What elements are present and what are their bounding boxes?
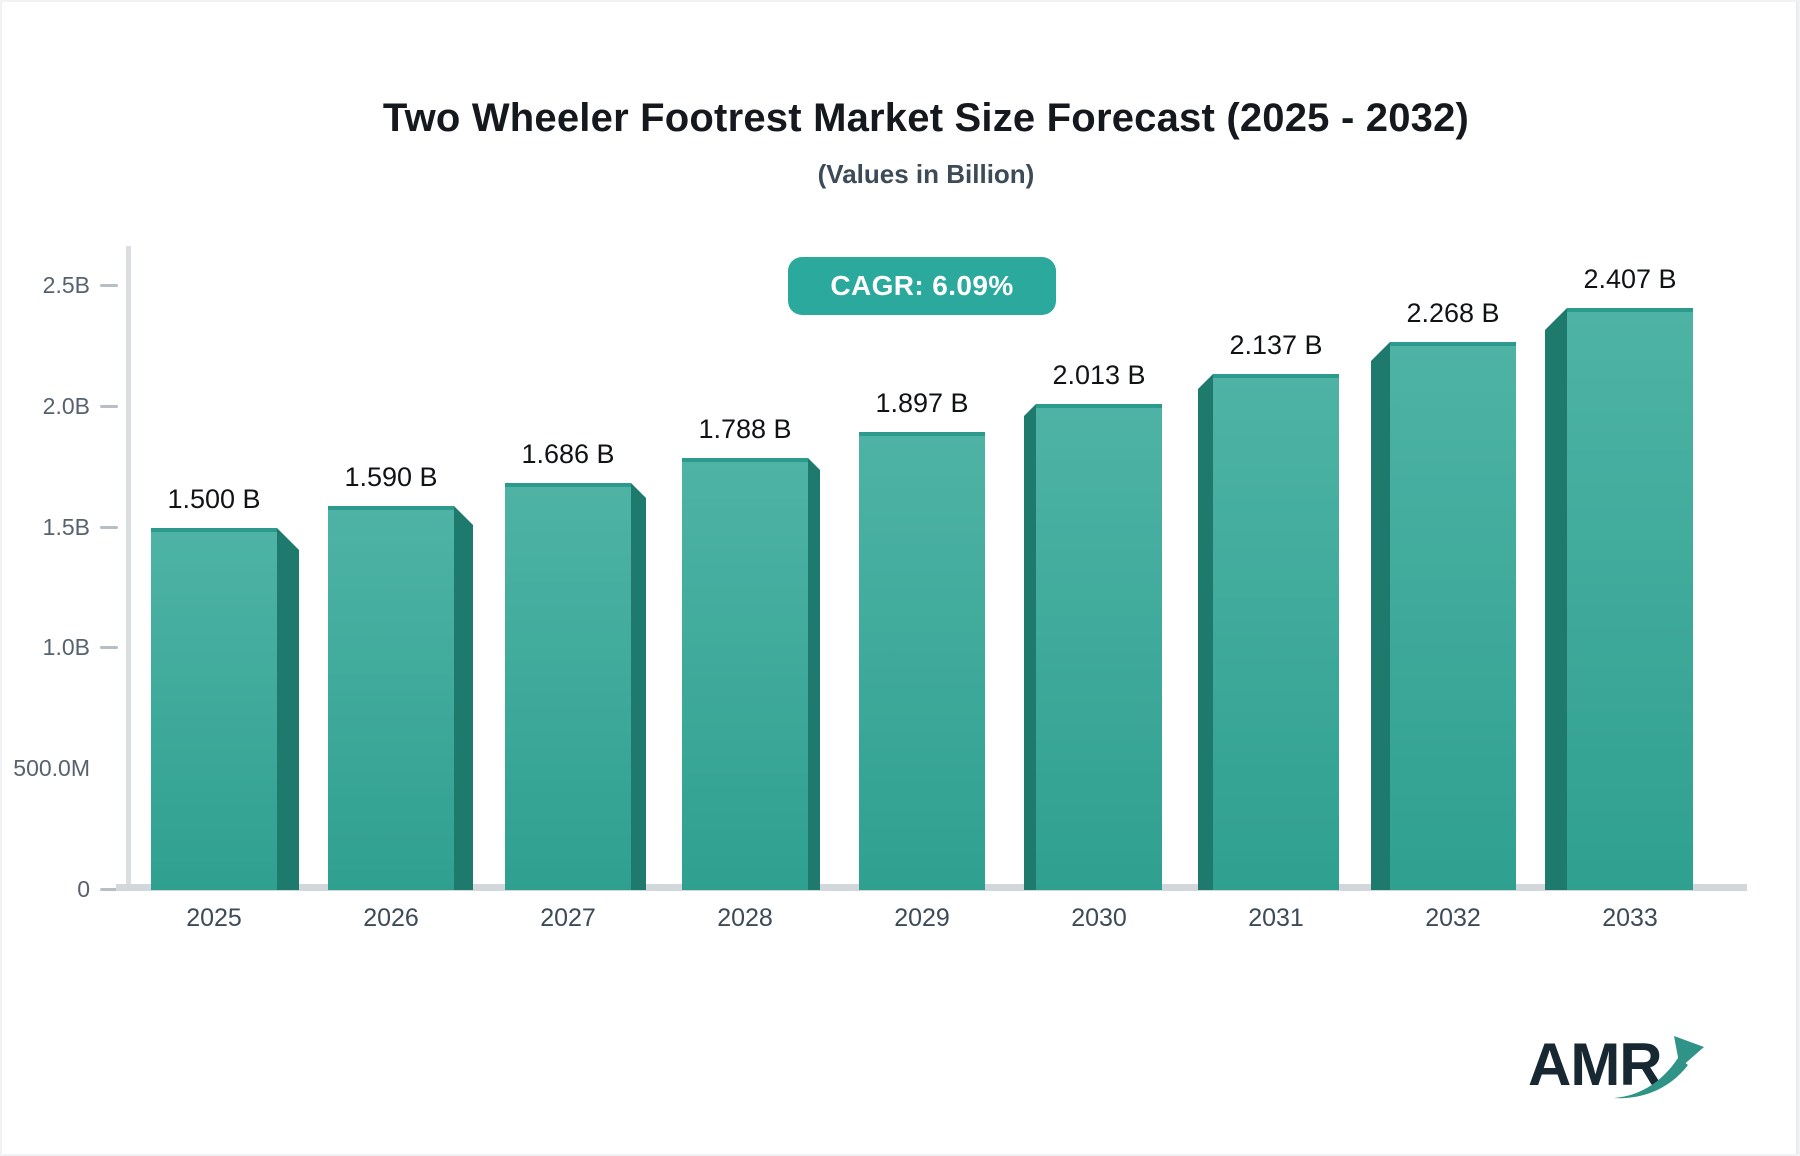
bar-3d-side xyxy=(1545,308,1567,890)
logo-text: AMR xyxy=(1528,1031,1663,1098)
x-tick-label: 2025 xyxy=(186,904,242,932)
x-tick-label: 2030 xyxy=(1071,904,1127,932)
bar-2029 xyxy=(859,432,985,890)
bar-3d-side xyxy=(454,506,473,890)
bar-value-label: 1.590 B xyxy=(344,462,438,492)
chart-subtitle: (Values in Billion) xyxy=(817,159,1035,189)
bar-2031 xyxy=(1198,374,1339,890)
bar-face xyxy=(1036,404,1162,890)
x-tick-label: 2032 xyxy=(1425,904,1481,932)
y-tick-label: 1.0B xyxy=(42,634,90,661)
bar-face xyxy=(1567,308,1693,890)
bar-value-label: 1.686 B xyxy=(521,439,615,469)
cagr-badge: CAGR: 6.09% xyxy=(788,257,1056,315)
bar-face xyxy=(151,528,277,890)
y-tick-dash xyxy=(100,525,118,529)
bar-value-label: 2.137 B xyxy=(1229,330,1323,360)
growth-arrow-icon xyxy=(1614,1036,1704,1099)
bar-value-label: 2.407 B xyxy=(1583,264,1677,294)
y-tick-label: 1.5B xyxy=(42,513,90,540)
y-tick-label: 0 xyxy=(77,876,90,902)
bar-value-label: 1.500 B xyxy=(167,484,261,514)
x-tick-label: 2028 xyxy=(717,904,773,932)
x-tick-label: 2033 xyxy=(1602,904,1658,932)
x-tick-label: 2027 xyxy=(540,904,596,932)
x-tick-label: 2031 xyxy=(1248,904,1304,932)
chart-title: Two Wheeler Footrest Market Size Forecas… xyxy=(382,96,1470,140)
chart-header: Two Wheeler Footrest Market Size Forecas… xyxy=(0,96,1800,190)
y-axis-line xyxy=(126,246,131,891)
bar-2033 xyxy=(1545,308,1693,890)
bar-3d-side xyxy=(1198,374,1213,890)
bar-value-label: 2.268 B xyxy=(1406,298,1500,328)
bar-2030 xyxy=(1024,404,1162,890)
y-tick-dash xyxy=(100,404,118,408)
bar-face xyxy=(1390,342,1516,890)
cagr-badge-label: CAGR: 6.09% xyxy=(830,270,1014,301)
bar-value-label: 2.013 B xyxy=(1052,360,1146,390)
bar-3d-side xyxy=(631,483,646,890)
x-tick-label: 2026 xyxy=(363,904,419,932)
bar-face xyxy=(328,506,454,890)
bar-face xyxy=(859,432,985,890)
y-tick-dash xyxy=(100,888,118,891)
bar-3d-side xyxy=(1024,404,1036,890)
bar-3d-side xyxy=(277,528,299,890)
x-tick-label: 2029 xyxy=(894,904,950,932)
bar-2028 xyxy=(682,458,820,890)
bar-face xyxy=(682,458,808,890)
bar-2026 xyxy=(328,506,473,890)
bar-3d-side xyxy=(1371,342,1390,890)
bar-face xyxy=(505,483,631,890)
y-tick-dash xyxy=(100,646,118,650)
y-tick-label: 500.0M xyxy=(13,755,90,782)
y-tick-dash xyxy=(100,284,118,287)
bar-value-label: 1.897 B xyxy=(875,388,969,418)
logo: AMR xyxy=(1528,1030,1728,1120)
bar-3d-side xyxy=(808,458,820,890)
y-tick-label: 2.0B xyxy=(42,392,90,419)
y-tick-label: 2.5B xyxy=(42,272,90,298)
bar-value-label: 1.788 B xyxy=(698,414,792,444)
bar-2025 xyxy=(151,528,299,890)
bar-2032 xyxy=(1371,342,1516,890)
bar-face xyxy=(1213,374,1339,890)
bar-2027 xyxy=(505,483,646,890)
